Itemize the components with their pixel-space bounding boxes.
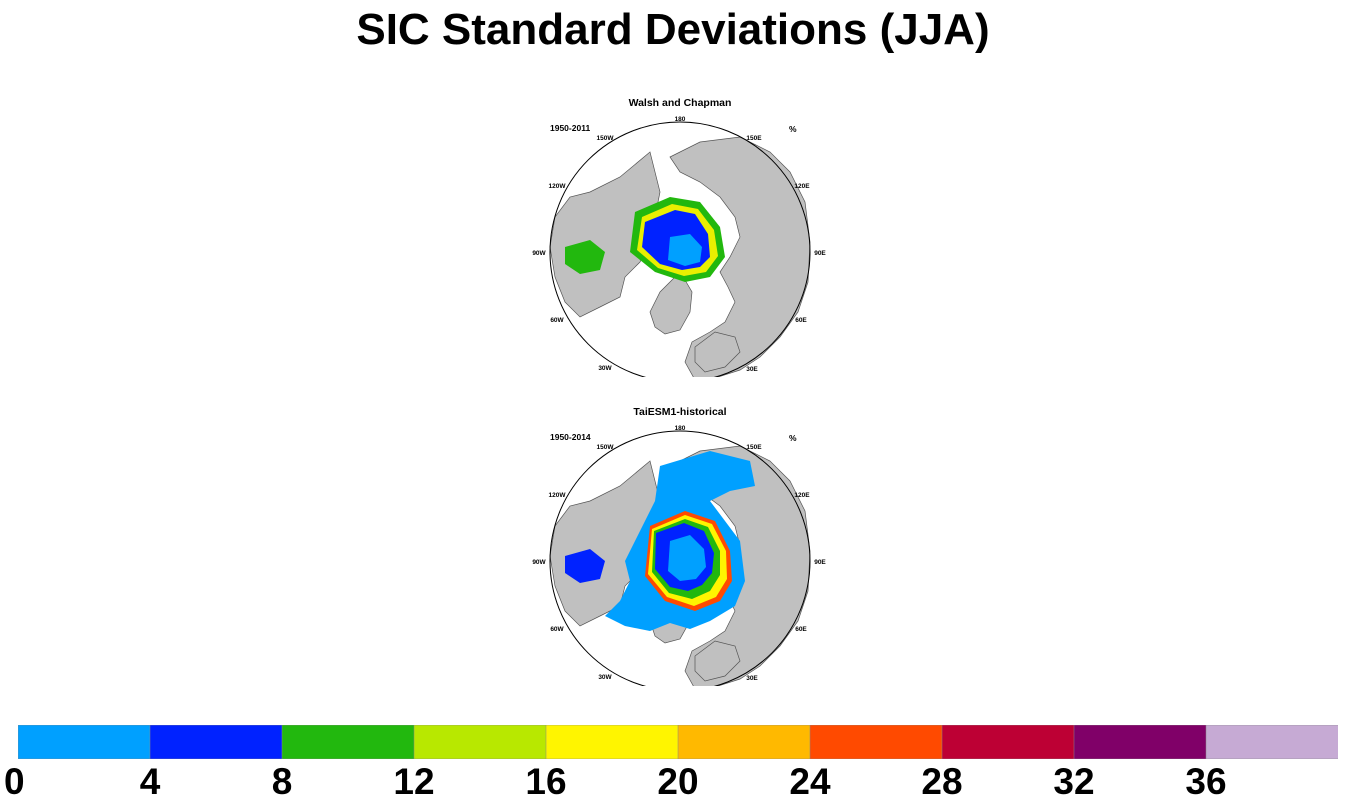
colorbar-swatch [941, 725, 1075, 759]
land-eurasia [669, 136, 811, 377]
lon-label-90e: 90E [814, 250, 826, 257]
map-boundary [549, 121, 811, 377]
colorbar-tick-label: 20 [657, 761, 699, 802]
figure-title: SIC Standard Deviations (JJA) [356, 5, 990, 54]
colorbar-tick-label: 12 [393, 761, 435, 802]
colorbar-swatch [677, 725, 811, 759]
lon-label-30e: 30E [746, 366, 758, 373]
panel-title: TaiESM1-historical [633, 406, 726, 418]
land-scandinavia [694, 331, 741, 373]
map-boundary [549, 430, 811, 686]
sic-band-lightblue [668, 234, 702, 266]
colorbar-swatch [545, 725, 679, 759]
lon-label-30e: 30E [746, 675, 758, 682]
colorbar-tick-label: 36 [1185, 761, 1227, 802]
lon-label-90w: 90W [532, 559, 546, 566]
lon-label-60e: 60E [795, 317, 807, 324]
colorbar-swatch [149, 725, 283, 759]
colorbar-tick-label: 28 [921, 761, 963, 802]
lon-label-180: 180 [675, 425, 686, 432]
lon-label-60e: 60E [795, 626, 807, 633]
panel-title: Walsh and Chapman [629, 97, 732, 109]
map-panel-observed: Walsh and Chapman 1950-2011 % 180 150E 1… [530, 92, 830, 377]
lon-label-90w: 90W [532, 250, 546, 257]
lon-label-150e: 150E [746, 135, 762, 142]
land-scandinavia [694, 640, 741, 682]
colorbar [18, 725, 1338, 759]
panel-units: % [789, 433, 797, 443]
panel-period: 1950-2011 [550, 123, 590, 133]
colorbar-tick-label: 8 [271, 761, 293, 802]
sic-band-hudson [565, 240, 605, 274]
polar-map-model: TaiESM1-historical 1950-2014 % 180 150E … [532, 406, 826, 686]
colorbar-tick-label: 16 [525, 761, 567, 802]
map-panel-model: TaiESM1-historical 1950-2014 % 180 150E … [530, 401, 830, 686]
lon-label-120w: 120W [549, 183, 567, 190]
panel-period: 1950-2014 [550, 432, 591, 442]
lon-label-150w: 150W [597, 444, 615, 451]
colorbar-swatch [1205, 725, 1338, 759]
colorbar-tick-label: 4 [139, 761, 161, 802]
lon-label-120e: 120E [794, 183, 810, 190]
lon-label-150e: 150E [746, 444, 762, 451]
lon-label-60w: 60W [550, 317, 564, 324]
lon-label-180: 180 [675, 116, 686, 123]
colorbar-tick-labels: 0 4 8 12 16 20 24 28 32 36 [0, 760, 1346, 808]
sic-band-lightblue-inner [668, 535, 706, 581]
lon-label-30w: 30W [598, 674, 612, 681]
polar-map-observed: Walsh and Chapman 1950-2011 % 180 150E 1… [532, 97, 826, 377]
colorbar-swatch [1073, 725, 1207, 759]
sic-band-hudson [565, 549, 605, 583]
lon-label-60w: 60W [550, 626, 564, 633]
lon-label-120e: 120E [794, 492, 810, 499]
colorbar-tick-label: 24 [789, 761, 831, 802]
land-greenland [649, 276, 693, 335]
lon-label-150w: 150W [597, 135, 615, 142]
colorbar-swatch [809, 725, 943, 759]
colorbar-swatch [281, 725, 415, 759]
panel-units: % [789, 124, 797, 134]
lon-label-30w: 30W [598, 365, 612, 372]
colorbar-swatch [413, 725, 547, 759]
colorbar-swatch [18, 725, 151, 759]
colorbar-tick-label: 32 [1053, 761, 1095, 802]
lon-label-120w: 120W [549, 492, 567, 499]
lon-label-90e: 90E [814, 559, 826, 566]
colorbar-tick-label: 0 [4, 761, 25, 802]
